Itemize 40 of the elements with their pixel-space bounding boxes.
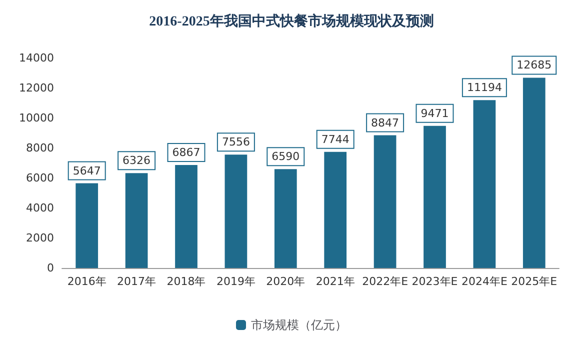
y-tick-label: 10000 <box>19 112 54 124</box>
data-label: 6590 <box>272 150 300 164</box>
bar <box>224 154 248 268</box>
bar <box>522 78 546 268</box>
bar <box>324 152 347 268</box>
bar <box>374 135 396 268</box>
x-tick-label: 2022年E <box>362 275 408 288</box>
bar <box>76 183 98 268</box>
chart-title: 2016-2025年我国中式快餐市场规模现状及预测 <box>149 12 434 30</box>
data-label: 12685 <box>516 58 552 72</box>
data-label: 7744 <box>321 132 350 146</box>
y-tick-label: 12000 <box>19 82 54 94</box>
y-tick-label: 4000 <box>26 202 54 214</box>
y-tick-label: 0 <box>47 262 54 274</box>
bar <box>424 126 446 268</box>
x-tick-label: 2021年 <box>316 275 355 288</box>
bar <box>274 169 297 268</box>
x-tick-label: 2020年 <box>266 275 306 288</box>
bar <box>473 100 496 268</box>
x-tick-label: 2024年E <box>461 275 508 288</box>
data-label: 7556 <box>222 136 250 149</box>
data-label: 5647 <box>72 164 101 178</box>
data-label: 11194 <box>466 81 502 94</box>
x-tick-label: 2017年 <box>117 275 156 288</box>
data-label: 6867 <box>172 146 200 159</box>
x-tick-label: 2019年 <box>216 275 256 288</box>
legend-label: 市场规模（亿元） <box>251 318 347 332</box>
data-label: 8847 <box>371 116 400 130</box>
bar <box>125 173 148 268</box>
bar <box>175 164 198 268</box>
y-tick-label: 8000 <box>26 142 54 154</box>
y-tick-label: 2000 <box>26 232 54 244</box>
y-tick-label: 14000 <box>19 52 54 64</box>
y-tick-label: 6000 <box>26 172 54 184</box>
data-label: 9471 <box>420 106 449 120</box>
x-tick-label: 2016年 <box>67 275 106 288</box>
x-tick-label: 2018年 <box>166 275 206 288</box>
data-label: 6326 <box>122 154 151 168</box>
x-tick-label: 2023年E <box>412 275 458 288</box>
x-tick-label: 2025年E <box>511 275 558 288</box>
